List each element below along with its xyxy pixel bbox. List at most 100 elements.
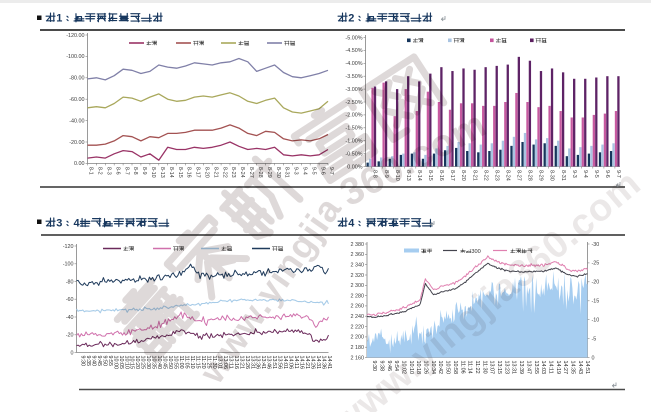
svg-text:8-31: 8-31 <box>284 167 290 178</box>
svg-text:10:30: 10:30 <box>145 356 151 370</box>
svg-text:0: 0 <box>71 350 74 356</box>
svg-text:13:56: 13:56 <box>277 356 283 370</box>
svg-text:0: 0 <box>592 355 595 361</box>
svg-text:8-1: 8-1 <box>88 167 94 175</box>
svg-text:13:31: 13:31 <box>249 356 255 370</box>
svg-text:11:10: 11:10 <box>189 356 195 369</box>
svg-text:8-6: 8-6 <box>114 167 120 175</box>
svg-text:8-27: 8-27 <box>516 170 522 181</box>
svg-text:11:30: 11:30 <box>211 356 217 369</box>
svg-text:10:26: 10:26 <box>423 361 429 375</box>
svg-text:10:20: 10:20 <box>134 356 140 370</box>
svg-text:8-22: 8-22 <box>221 167 227 178</box>
svg-text:10:50: 10:50 <box>445 361 451 375</box>
svg-text:13:11: 13:11 <box>227 356 233 369</box>
svg-text:8-13: 8-13 <box>159 167 165 178</box>
svg-text:14:26: 14:26 <box>310 356 316 370</box>
svg-text:-120.00: -120.00 <box>66 33 84 39</box>
svg-text:-3.50%: -3.50% <box>345 74 362 80</box>
svg-text:8-8: 8-8 <box>132 167 138 175</box>
svg-text:8-15: 8-15 <box>177 167 183 178</box>
svg-text:13:15: 13:15 <box>496 361 502 375</box>
svg-text:10:10: 10:10 <box>408 361 414 375</box>
svg-text:8-31: 8-31 <box>560 170 566 181</box>
svg-text:10:34: 10:34 <box>430 361 436 375</box>
svg-text:8-17: 8-17 <box>195 167 201 178</box>
svg-text:2 260: 2 260 <box>351 304 365 310</box>
svg-text:13:21: 13:21 <box>238 356 244 370</box>
svg-text:14:16: 14:16 <box>299 356 305 370</box>
svg-text:8-22: 8-22 <box>482 170 488 181</box>
svg-text:10:55: 10:55 <box>173 356 179 370</box>
svg-text:11:20: 11:20 <box>200 356 206 369</box>
svg-text:8-14: 8-14 <box>416 170 422 181</box>
svg-text:8-3: 8-3 <box>106 167 112 175</box>
svg-text:14:43: 14:43 <box>577 361 583 375</box>
svg-text:9:50: 9:50 <box>101 356 107 367</box>
svg-text:13:39: 13:39 <box>518 361 524 375</box>
svg-text:3: 3 <box>56 218 62 230</box>
svg-text:13:06: 13:06 <box>222 356 228 370</box>
svg-text:9-7: 9-7 <box>615 170 621 178</box>
svg-text:9-6: 9-6 <box>604 170 610 178</box>
svg-text:9:55: 9:55 <box>107 356 113 367</box>
svg-text:8-23: 8-23 <box>493 170 499 181</box>
svg-text:8-21: 8-21 <box>471 170 477 181</box>
svg-text:-100: -100 <box>63 262 74 268</box>
svg-text:10:18: 10:18 <box>415 361 421 375</box>
svg-text:10:02: 10:02 <box>401 361 407 375</box>
svg-text:11:14: 11:14 <box>467 361 473 374</box>
svg-text:13:41: 13:41 <box>260 356 266 370</box>
svg-text:2 320: 2 320 <box>351 273 365 279</box>
svg-text:9-3: 9-3 <box>293 167 299 175</box>
svg-text:-120: -120 <box>63 244 74 250</box>
svg-text:13:23: 13:23 <box>503 361 509 375</box>
svg-text:9-4: 9-4 <box>582 170 588 178</box>
svg-text:4: 4 <box>74 218 81 230</box>
svg-text:8-9: 8-9 <box>383 170 389 178</box>
svg-text:14:27: 14:27 <box>562 361 568 375</box>
svg-text:8-17: 8-17 <box>449 170 455 181</box>
svg-text:8-15: 8-15 <box>427 170 433 181</box>
svg-text:8-29: 8-29 <box>538 170 544 181</box>
svg-text:-5: -5 <box>592 336 597 342</box>
svg-text:1: 1 <box>56 13 62 25</box>
svg-text:9-3: 9-3 <box>571 170 577 178</box>
svg-text:13:26: 13:26 <box>244 356 250 370</box>
svg-text:8-21: 8-21 <box>212 167 218 178</box>
svg-text:11:00: 11:00 <box>178 356 184 369</box>
svg-text:-25: -25 <box>592 261 600 267</box>
svg-text:-30: -30 <box>592 242 600 248</box>
svg-text:2 300: 2 300 <box>351 283 365 289</box>
svg-text:-40.00: -40.00 <box>69 118 84 124</box>
svg-text:8-16: 8-16 <box>438 170 444 181</box>
svg-text:14:36: 14:36 <box>321 356 327 370</box>
svg-text:-5.00%: -5.00% <box>345 35 362 41</box>
svg-text:13:46: 13:46 <box>266 356 272 370</box>
svg-text:14:51: 14:51 <box>584 361 590 375</box>
svg-text:9:35: 9:35 <box>85 356 91 367</box>
svg-text:-60.00: -60.00 <box>69 97 84 103</box>
svg-text:-40: -40 <box>66 315 74 321</box>
svg-text:8-20: 8-20 <box>460 170 466 181</box>
svg-text:13:01: 13:01 <box>216 356 222 370</box>
svg-text:13:31: 13:31 <box>511 361 517 375</box>
svg-text:8-23: 8-23 <box>230 167 236 178</box>
svg-text:14:11: 14:11 <box>293 356 299 369</box>
svg-text:14:19: 14:19 <box>555 361 561 375</box>
svg-text:-20: -20 <box>66 333 74 339</box>
svg-text:9:30: 9:30 <box>79 356 85 367</box>
svg-text:11:25: 11:25 <box>205 356 211 369</box>
svg-text:-80.00: -80.00 <box>69 76 84 82</box>
svg-text:-20: -20 <box>592 280 600 286</box>
svg-text:14:31: 14:31 <box>315 356 321 370</box>
svg-text:2 200: 2 200 <box>351 335 365 341</box>
svg-text:2 180: 2 180 <box>351 345 365 351</box>
svg-text:9:54: 9:54 <box>393 361 399 372</box>
svg-text:10:42: 10:42 <box>437 361 443 375</box>
svg-text:9:30: 9:30 <box>371 361 377 372</box>
svg-text:8-7: 8-7 <box>123 167 129 175</box>
svg-text:13:07: 13:07 <box>489 361 495 375</box>
svg-text:2 280: 2 280 <box>351 293 365 299</box>
svg-text:9:38: 9:38 <box>378 361 384 372</box>
